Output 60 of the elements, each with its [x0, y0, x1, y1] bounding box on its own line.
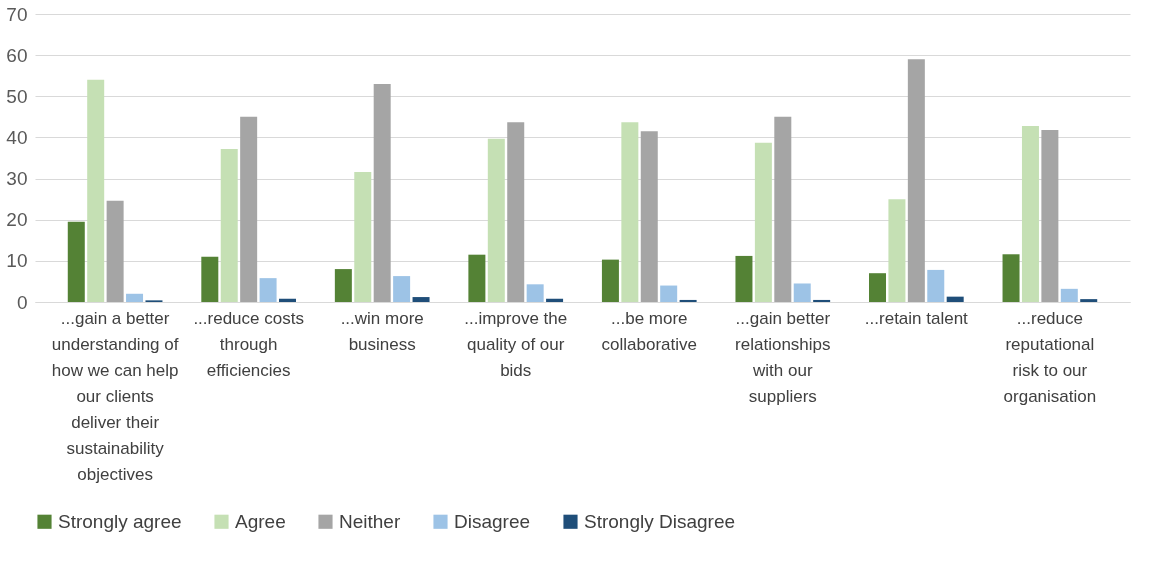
legend-label: Neither	[339, 510, 401, 532]
y-tick-label: 0	[16, 291, 28, 313]
y-tick-label: 30	[6, 168, 28, 190]
bar	[660, 285, 678, 302]
bar	[393, 276, 411, 302]
bar	[868, 273, 886, 302]
bar	[679, 299, 697, 302]
bar	[774, 116, 792, 302]
y-tick-label: 20	[6, 209, 28, 231]
x-tick-label: ...reduce reputational risk to our organisation	[1003, 308, 1097, 406]
bar	[546, 298, 564, 302]
bar	[1080, 299, 1098, 302]
bar	[754, 142, 772, 302]
bar	[279, 298, 297, 302]
bar	[240, 116, 258, 302]
bar	[1060, 288, 1078, 302]
y-tick-label: 70	[6, 3, 28, 25]
y-tick-label: 50	[6, 85, 28, 107]
bar	[813, 299, 831, 302]
x-tick-label: ...retain talent	[864, 308, 969, 328]
legend-label: Strongly agree	[58, 510, 182, 532]
bar	[735, 255, 753, 302]
bar	[1041, 130, 1059, 302]
x-tick-label: ...reduce costs through efficiencies	[193, 308, 304, 380]
bar	[907, 59, 925, 302]
bar	[946, 296, 964, 302]
y-tick-label: 60	[6, 44, 28, 66]
bar	[220, 148, 238, 302]
x-tick-label: ...improve the quality of our bids	[464, 308, 568, 380]
bar	[373, 83, 391, 302]
x-tick-label: ...win more business	[340, 308, 424, 354]
x-tick-label: ...gain a better understanding of how we can help our clients deliver their sustainability objectives	[51, 308, 179, 484]
bar	[126, 293, 144, 302]
bar	[334, 269, 352, 302]
bar	[1021, 125, 1039, 302]
bar	[201, 256, 219, 302]
legend-label: Strongly Disagree	[584, 510, 736, 532]
bar	[927, 269, 945, 302]
legend-label: Disagree	[454, 510, 531, 532]
bar	[468, 254, 486, 302]
legend-label: Agree	[235, 510, 286, 532]
y-tick-label: 40	[6, 126, 28, 148]
bar	[507, 122, 525, 302]
bar	[259, 278, 277, 302]
bar	[601, 259, 619, 302]
bar	[412, 297, 430, 302]
bar	[1002, 254, 1020, 302]
bar	[87, 79, 105, 302]
x-tick-label: ...gain better relationships with our suppliers	[735, 308, 831, 406]
x-tick-label: ...be more collaborative	[601, 308, 697, 354]
bar	[67, 221, 85, 302]
bar	[106, 200, 124, 302]
y-tick-label: 10	[6, 250, 28, 272]
bar	[793, 283, 811, 302]
bar	[888, 199, 906, 302]
bar	[354, 171, 372, 302]
bar	[640, 131, 658, 302]
bar	[621, 122, 639, 302]
bar	[526, 284, 544, 302]
bar	[487, 138, 505, 302]
